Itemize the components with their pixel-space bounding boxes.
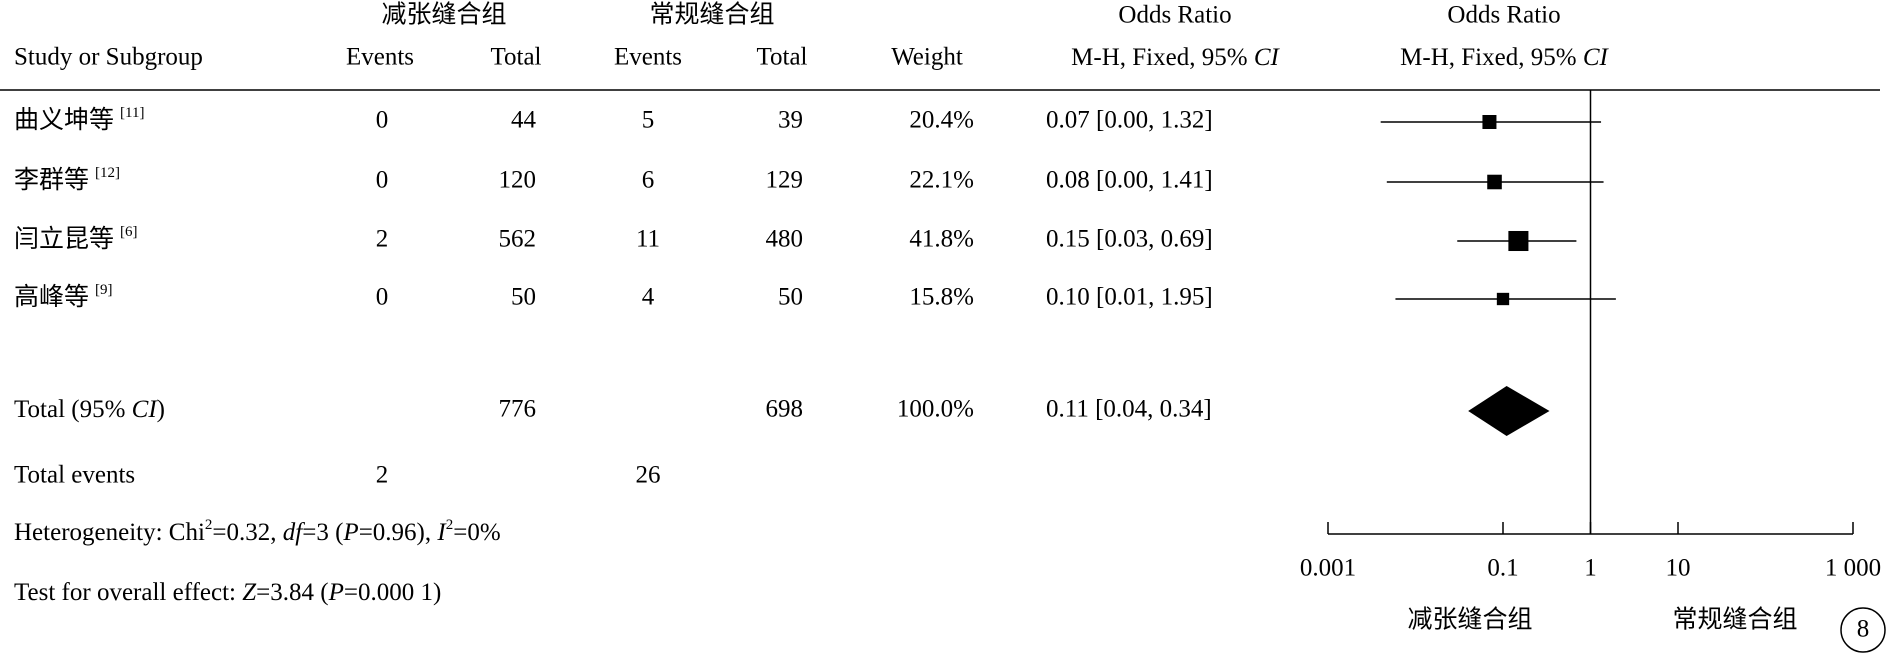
weight-box	[1487, 174, 1502, 190]
overall-effect-part: Z	[242, 579, 257, 606]
odds-ratio-text: 0.08 [0.00, 1.41]	[1046, 167, 1213, 194]
heterogeneity-part: 2	[205, 517, 213, 533]
weight: 15.8%	[909, 284, 974, 311]
total: 129	[766, 167, 804, 194]
column-header: Events	[614, 44, 682, 71]
study-name-text: 曲义坤等	[14, 106, 114, 134]
column-header: Odds Ratio	[1118, 2, 1231, 29]
overall-effect-part: Test for overall effect:	[14, 579, 242, 606]
weight: 100.0%	[897, 396, 974, 423]
events: 0	[376, 284, 389, 311]
weight: 22.1%	[909, 167, 974, 194]
study-name-text: 闫立昆等	[14, 225, 114, 253]
x-tick-label: 1	[1584, 555, 1597, 582]
total: 562	[499, 226, 537, 253]
events: 4	[642, 284, 655, 311]
heterogeneity-part: 2	[446, 517, 454, 533]
overall-effect: Test for overall effect: Z=3.84 (P=0.000…	[14, 579, 441, 606]
total: 480	[766, 226, 804, 253]
total: 50	[511, 284, 536, 311]
odds-ratio-text: 0.10 [0.01, 1.95]	[1046, 284, 1213, 311]
study-ref: [9]	[95, 282, 113, 298]
weight: 20.4%	[909, 107, 974, 134]
x-tick-label: 0.1	[1487, 555, 1518, 582]
favors-label: 常规缝合组	[1672, 606, 1797, 634]
total: 776	[499, 396, 537, 423]
figure-number-circle	[1840, 607, 1886, 653]
column-header: Total	[756, 44, 807, 71]
odds-ratio-text: 0.11 [0.04, 0.34]	[1046, 396, 1212, 423]
total: 39	[778, 107, 803, 134]
study-ref: [6]	[120, 224, 138, 240]
total-label: Total (95% CI)	[14, 396, 165, 423]
events: 2	[376, 226, 389, 253]
x-tick-label: 10	[1666, 555, 1691, 582]
column-header: Weight	[891, 44, 963, 71]
overall-effect-part: =3.84 (	[256, 579, 328, 606]
study-name: 闫立昆等 [6]	[14, 224, 138, 253]
study-name-text: 李群等	[14, 166, 89, 194]
column-header-part: CI	[1583, 44, 1610, 71]
column-header: Total	[490, 44, 541, 71]
figure-number: 8	[1857, 616, 1870, 643]
column-header-part: M-H, Fixed, 95%	[1400, 44, 1583, 71]
group-label: 常规缝合组	[649, 1, 774, 29]
study-ref: [12]	[95, 165, 120, 181]
events: 5	[642, 107, 655, 134]
total: 120	[499, 167, 537, 194]
study-name: 曲义坤等 [11]	[14, 105, 144, 134]
events: 11	[636, 226, 660, 253]
weight-box	[1496, 292, 1510, 306]
heterogeneity: Heterogeneity: Chi2=0.32, df=3 (P=0.96),…	[14, 517, 501, 546]
overall-effect-part: P	[328, 579, 344, 606]
total: 698	[766, 396, 804, 423]
events: 0	[376, 107, 389, 134]
heterogeneity-part: =0.96),	[359, 519, 438, 546]
total: 50	[778, 284, 803, 311]
favors-label: 减张缝合组	[1407, 606, 1532, 634]
odds-ratio-text: 0.07 [0.00, 1.32]	[1046, 107, 1213, 134]
column-header-part: CI	[1254, 44, 1281, 71]
heterogeneity-part: P	[342, 519, 358, 546]
column-header: Odds Ratio	[1447, 2, 1560, 29]
heterogeneity-part: =0.32,	[212, 519, 282, 546]
events: 26	[636, 462, 661, 489]
study-name-text: 高峰等	[14, 283, 89, 311]
total-label-part: CI	[132, 396, 159, 423]
heterogeneity-part: I	[436, 519, 447, 546]
events: 0	[376, 167, 389, 194]
column-header: M-H, Fixed, 95% CI	[1400, 44, 1609, 71]
heterogeneity-part: Heterogeneity: Chi	[14, 519, 205, 546]
events: 2	[376, 462, 389, 489]
column-header-part: M-H, Fixed, 95%	[1071, 44, 1254, 71]
study-name: 高峰等 [9]	[14, 282, 113, 311]
heterogeneity-part: =3 (	[302, 519, 343, 546]
weight: 41.8%	[909, 226, 974, 253]
column-header: Study or Subgroup	[14, 44, 203, 71]
heterogeneity-part: =0%	[453, 519, 500, 546]
study-ref: [11]	[120, 105, 144, 121]
x-tick-label: 1 000	[1825, 555, 1881, 582]
study-name: 李群等 [12]	[14, 165, 120, 194]
column-header: M-H, Fixed, 95% CI	[1071, 44, 1280, 71]
total-events-label: Total events	[14, 462, 135, 489]
column-header: Events	[346, 44, 414, 71]
overall-effect-part: =0.000 1)	[344, 579, 441, 606]
x-tick-label: 0.001	[1300, 555, 1356, 582]
group-label: 减张缝合组	[381, 1, 506, 29]
events: 6	[642, 167, 655, 194]
pooled-diamond	[1468, 386, 1550, 436]
total-label-part: )	[157, 396, 165, 423]
total-label-part: Total (95%	[14, 396, 132, 423]
weight-box	[1482, 114, 1497, 130]
heterogeneity-part: df	[283, 519, 306, 546]
total: 44	[511, 107, 537, 134]
odds-ratio-text: 0.15 [0.03, 0.69]	[1046, 226, 1213, 253]
weight-box	[1508, 230, 1529, 252]
